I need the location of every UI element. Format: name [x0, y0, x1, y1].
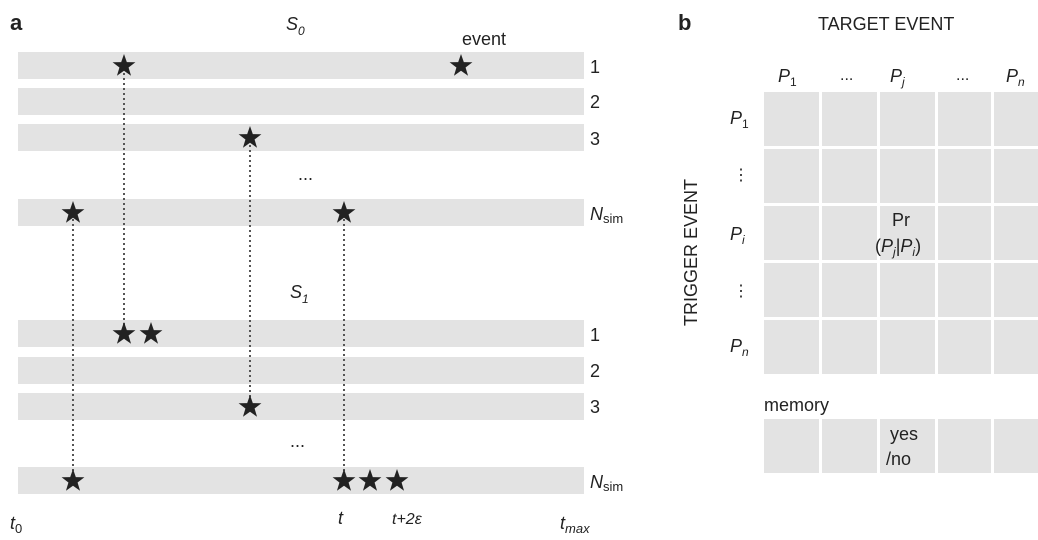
- row-label-s0-1: 1: [590, 57, 600, 77]
- timeline-bar-s1-1: [18, 320, 584, 347]
- transition-matrix: [764, 92, 1038, 374]
- memory-cell: [994, 419, 1038, 473]
- event-star-icon: [385, 469, 409, 491]
- matrix-cell: [994, 263, 1038, 317]
- matrix-cell: [994, 320, 1038, 374]
- matrix-cell: [822, 206, 877, 260]
- matrix-cell: [880, 263, 935, 317]
- matrix-cell: [822, 320, 877, 374]
- matrix-cell: [764, 263, 819, 317]
- event-star-icon: [332, 201, 356, 223]
- time-label-tmax: tmax: [560, 513, 590, 536]
- row-label-s1-nsim: Nsim: [590, 472, 623, 494]
- memory-cell: [822, 419, 877, 473]
- timeline-bar-s1-nsim: [18, 467, 584, 494]
- section-s0-label: S0: [286, 14, 305, 38]
- time-label-t: t: [338, 508, 344, 528]
- matrix-cell: [764, 149, 819, 203]
- col-header-p1: P1: [778, 66, 797, 89]
- row-header-p1: P1: [730, 108, 749, 131]
- memory-cell-yes-no: [880, 419, 935, 473]
- event-star-icon: [238, 126, 262, 148]
- event-star-icon: [61, 469, 85, 491]
- target-event-title: TARGET EVENT: [818, 14, 954, 34]
- row-header-vellipsis-2: ⋮: [733, 283, 749, 300]
- section-s1-label: S1: [290, 282, 309, 306]
- matrix-cell: [822, 149, 877, 203]
- matrix-cell-pr: [880, 206, 935, 260]
- ellipsis-s1: ...: [290, 431, 305, 451]
- matrix-cell: [938, 92, 991, 146]
- event-label: event: [462, 29, 506, 49]
- timeline-bar-s1-3: [18, 393, 584, 420]
- memory-label: memory: [764, 395, 829, 415]
- probability-expression: (Pj|Pi): [875, 236, 921, 259]
- panel-b-label: b: [678, 10, 691, 35]
- col-header-ellipsis-2: ...: [956, 67, 969, 84]
- event-star-icon: [139, 322, 163, 344]
- timeline-bar-s0-3: [18, 124, 584, 151]
- col-header-pn: Pn: [1006, 66, 1025, 89]
- event-star-icon: [61, 201, 85, 223]
- event-star-icon: [112, 322, 136, 344]
- col-header-pj: Pj: [890, 66, 905, 89]
- row-header-vellipsis-1: ⋮: [733, 167, 749, 184]
- row-label-s1-3: 3: [590, 397, 600, 417]
- event-star-icon: [358, 469, 382, 491]
- ellipsis-s0: ...: [298, 164, 313, 184]
- matrix-cell: [994, 92, 1038, 146]
- matrix-cell: [764, 92, 819, 146]
- row-header-pi: Pi: [730, 224, 745, 247]
- event-star-icon: [332, 469, 356, 491]
- time-label-t0: t0: [10, 513, 22, 536]
- time-label-t-plus-2eps: t+2ε: [392, 511, 423, 528]
- matrix-cell: [994, 206, 1038, 260]
- timeline-bar-s0-2: [18, 88, 584, 115]
- memory-cell: [764, 419, 819, 473]
- row-label-s1-2: 2: [590, 361, 600, 381]
- memory-cell: [938, 419, 991, 473]
- matrix-cell: [764, 320, 819, 374]
- matrix-cell: [938, 206, 991, 260]
- event-star-icon: [449, 54, 473, 76]
- matrix-cell: [880, 149, 935, 203]
- memory-no-label: /no: [886, 449, 911, 469]
- matrix-cell: [994, 149, 1038, 203]
- row-label-s1-1: 1: [590, 325, 600, 345]
- panel-a-label: a: [10, 10, 23, 35]
- row-label-s0-3: 3: [590, 129, 600, 149]
- matrix-cell: [938, 320, 991, 374]
- memory-row: [764, 419, 1038, 473]
- matrix-cell: [938, 263, 991, 317]
- matrix-cell: [822, 92, 877, 146]
- row-label-s0-nsim: Nsim: [590, 204, 623, 226]
- matrix-cell: [880, 320, 935, 374]
- event-star-icon: [238, 395, 262, 417]
- matrix-cell: [880, 92, 935, 146]
- timeline-bar-s1-2: [18, 357, 584, 384]
- matrix-cell: [764, 206, 819, 260]
- matrix-cell: [822, 263, 877, 317]
- row-label-s0-2: 2: [590, 92, 600, 112]
- timeline-bar-s0-nsim: [18, 199, 584, 226]
- timeline-bar-s0-1: [18, 52, 584, 79]
- col-header-ellipsis-1: ...: [840, 67, 853, 84]
- row-header-pn: Pn: [730, 336, 749, 359]
- event-star-icon: [112, 54, 136, 76]
- matrix-cell: [938, 149, 991, 203]
- trigger-event-title: TRIGGER EVENT: [681, 179, 701, 326]
- probability-label: Pr: [892, 210, 910, 230]
- memory-yes-label: yes: [890, 424, 918, 444]
